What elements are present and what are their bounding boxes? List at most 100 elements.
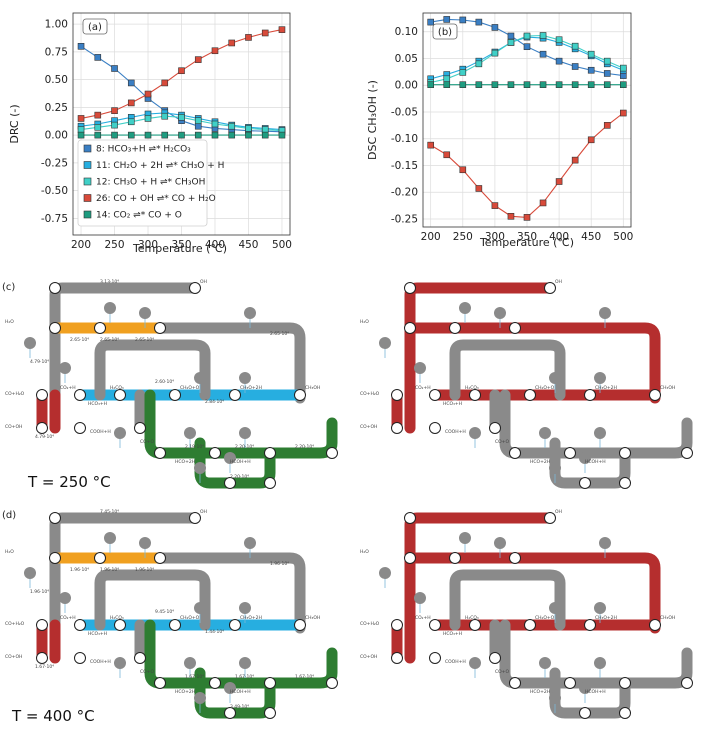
drc-data-point	[194, 131, 202, 139]
network-adsorbate-dot	[184, 427, 196, 439]
network-rate-label: 1.44·10⁴	[205, 629, 224, 635]
network-species-node	[391, 652, 403, 664]
network-species-node	[649, 619, 661, 631]
network-species-label: HCOH+H	[585, 459, 606, 465]
network-rate-label: 1.96·10⁴	[70, 567, 89, 573]
network-species-node	[619, 707, 631, 719]
dsc-data-point	[571, 81, 579, 88]
network-adsorbate-dot	[139, 537, 151, 549]
network-rate-label: 2.20·10⁴	[295, 444, 314, 450]
dsc-data-point	[475, 81, 483, 88]
drc-data-point	[161, 112, 169, 120]
network-species-node	[509, 322, 521, 334]
drc-y-tick-label: 0.25	[45, 102, 68, 114]
network-species-label: CO₂+H	[60, 385, 76, 391]
network-species-label: HCO₃+H	[88, 401, 107, 407]
network-adsorbate-dot	[224, 682, 236, 694]
network-species-label: CO+O	[140, 669, 154, 675]
network-adsorbate-dot	[24, 337, 36, 349]
network-species-node	[404, 512, 416, 524]
network-adsorbate-dot	[459, 302, 471, 314]
network-adsorbate-dot	[379, 567, 391, 579]
network-adsorbate-dot	[239, 602, 251, 614]
network-adsorbate-dot	[104, 302, 116, 314]
network-species-label: CH₂O+O	[535, 615, 555, 621]
network-species-label: CH₃O+2H	[240, 385, 262, 391]
network-species-node	[74, 619, 86, 631]
network-species-label: HCO+2H	[175, 459, 195, 465]
network-ch3oh-pathway	[509, 322, 661, 404]
dsc-x-tick-label: 250	[453, 231, 473, 243]
network-species-node	[36, 619, 48, 631]
network-species-node	[469, 389, 481, 401]
network-species-node	[264, 447, 276, 459]
drc-legend-marker	[83, 177, 92, 186]
network-rate-label: 3.49·10⁴	[230, 704, 249, 710]
dsc-y-axis-label: DSC CH₃OH (-)	[366, 80, 379, 160]
network-species-node	[294, 619, 306, 631]
network-species-node	[169, 619, 181, 631]
network-species-node	[224, 477, 236, 489]
network-adsorbate-dot	[59, 592, 71, 604]
network-species-label: CO+H₂O	[360, 621, 380, 627]
network-species-label: H₂O	[5, 549, 14, 555]
network-rate-label: 2.84·10⁴	[205, 399, 224, 405]
dsc-data-point	[491, 24, 499, 31]
dsc-data-point	[539, 50, 547, 58]
network-mid-loop	[94, 339, 211, 401]
dsc-data-point	[459, 81, 467, 88]
drc-plot-frame	[72, 12, 291, 236]
network-species-node	[134, 422, 146, 434]
drc-data-point	[278, 26, 286, 33]
drc-data-point	[261, 29, 269, 37]
network-species-node	[326, 447, 338, 459]
dsc-data-point	[571, 156, 579, 164]
dsc-data-point	[619, 109, 627, 117]
network-rate-label: 1.96·10⁴	[100, 567, 119, 573]
reaction-networks: 3.13·10⁴ 2.65·10⁴ 2.65·10⁴ 2.65·10⁴ 4.79·10⁴…	[5, 279, 693, 719]
network-species-node	[114, 389, 126, 401]
network-species-node	[391, 619, 403, 631]
network-mid-loop	[449, 569, 566, 631]
network-species-label: CH₃O+2H	[595, 385, 617, 391]
network-species-node	[544, 282, 556, 294]
network-adsorbate-dot	[539, 657, 551, 669]
network-species-label: H₂O	[5, 319, 14, 325]
network-ch3oh-pathway	[154, 322, 306, 404]
drc-legend-marker	[83, 210, 92, 219]
dsc-data-point	[587, 66, 595, 74]
network-adsorbate-dot	[549, 462, 561, 474]
drc-data-point	[94, 54, 102, 61]
network-species-label: CO+OH	[5, 654, 22, 660]
network-species-label: CH₃O+2H	[240, 615, 262, 621]
network-species-label: CH₂O+O	[535, 385, 555, 391]
network-species-label: HCO+2H	[530, 459, 550, 465]
drc-x-tick-label: 200	[71, 239, 91, 251]
dsc-data-point	[491, 202, 499, 209]
network-adsorbate-dot	[239, 427, 251, 439]
network-c-label: (c)	[2, 282, 15, 293]
drc-data-point	[111, 65, 118, 72]
dsc-data-point	[539, 81, 547, 88]
network-species-node	[619, 477, 631, 489]
network-species-node	[449, 552, 461, 564]
drc-data-point	[127, 79, 135, 87]
drc-data-point	[127, 99, 135, 107]
drc-legend-marker	[83, 144, 92, 153]
dsc-data-point	[443, 81, 451, 88]
dsc-data-point	[507, 39, 515, 46]
dsc-data-point	[603, 57, 611, 65]
dsc-data-point	[427, 141, 435, 149]
network-mid-loop	[94, 569, 211, 631]
network-species-label: OH	[555, 279, 562, 285]
network-species-node	[189, 512, 201, 524]
dsc-y-tick-label: -0.15	[391, 160, 418, 172]
drc-data-point	[211, 131, 219, 139]
drc-data-point	[127, 118, 135, 126]
drc-data-point	[261, 126, 269, 133]
network-species-node	[509, 552, 521, 564]
dsc-data-point	[523, 43, 531, 51]
network-species-node	[489, 652, 501, 664]
drc-legend-marker	[83, 194, 92, 202]
dsc-x-tick-label: 350	[517, 231, 537, 243]
